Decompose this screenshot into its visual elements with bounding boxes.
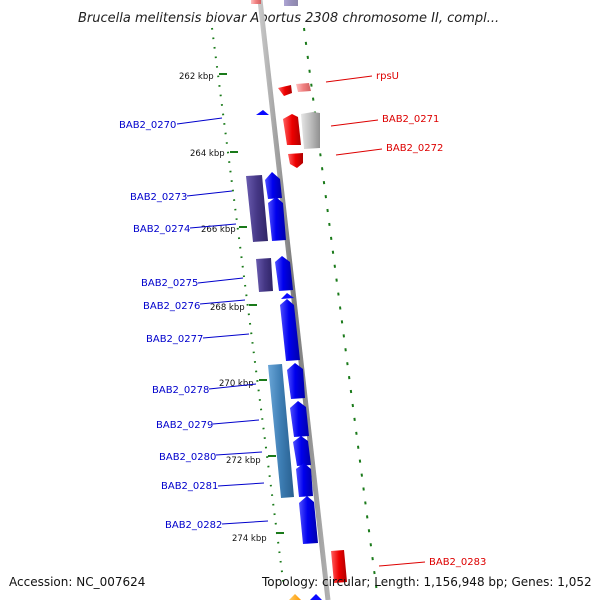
gene-BAB2_0278-arrow[interactable] [287, 363, 305, 399]
topology-summary-text: Topology: circular; Length: 1,156,948 bp… [261, 575, 592, 589]
outer-dotted-guide [303, 27, 378, 589]
gene-BAB2_0281-arrow[interactable] [296, 463, 313, 497]
gene-BAB2_0274-arrow[interactable] [268, 197, 286, 241]
reverse-gene-labels: rpsU BAB2_0271 BAB2_0272 BAB2_0283 [325, 71, 486, 568]
gene-label-BAB2_0270[interactable]: BAB2_0270 [119, 120, 176, 131]
gene-BAB2_0278-cds[interactable] [268, 364, 294, 498]
gene-BAB2_0279-arrow[interactable] [290, 401, 309, 437]
top-clipped-features [251, 0, 298, 6]
tick-label: 274 kbp [232, 534, 267, 544]
tick-label: 266 kbp [201, 225, 236, 235]
gene-label-BAB2_0275[interactable]: BAB2_0275 [141, 278, 198, 289]
gene-label-BAB2_0280[interactable]: BAB2_0280 [159, 452, 216, 463]
gene-BAB2_0277-arrow[interactable] [280, 299, 300, 361]
chromosome-backbone [257, 0, 331, 600]
tick-label: 270 kbp [219, 379, 254, 389]
gene-BAB2_0273-cds[interactable] [246, 175, 268, 242]
gene-BAB2_0272-arrow[interactable] [288, 153, 303, 168]
forward-gene-labels: BAB2_0270 BAB2_0273 BAB2_0274 BAB2_0275 … [119, 117, 269, 531]
gene-BAB2_0282-arrow[interactable] [299, 496, 318, 544]
tick-label: 264 kbp [190, 149, 225, 159]
accession-text: Accession: NC_007624 [9, 575, 145, 589]
tick-label: 262 kbp [179, 72, 214, 82]
gene-BAB2_0275-arrow[interactable] [275, 256, 293, 291]
gene-label-BAB2_0283[interactable]: BAB2_0283 [429, 557, 486, 568]
gene-label-rpsU[interactable]: rpsU [376, 71, 399, 82]
gene-BAB2_0283-arrow[interactable] [331, 550, 347, 583]
gene-label-BAB2_0281[interactable]: BAB2_0281 [161, 481, 218, 492]
tick-label: 272 kbp [226, 456, 261, 466]
gene-BAB2_0280-arrow[interactable] [293, 436, 311, 466]
gene-BAB2_0271-arrow[interactable] [283, 114, 301, 145]
gene-label-BAB2_0278[interactable]: BAB2_0278 [152, 385, 209, 396]
gene-BAB2_0273-arrow[interactable] [265, 172, 282, 199]
gene-label-BAB2_0272[interactable]: BAB2_0272 [386, 143, 443, 154]
forward-strand-genes [246, 110, 318, 544]
gene-label-BAB2_0271[interactable]: BAB2_0271 [382, 114, 439, 125]
gene-label-BAB2_0277[interactable]: BAB2_0277 [146, 334, 203, 345]
gene-label-BAB2_0273[interactable]: BAB2_0273 [130, 192, 187, 203]
gene-label-BAB2_0279[interactable]: BAB2_0279 [156, 420, 213, 431]
gene-BAB2_0270-arrow[interactable] [256, 110, 269, 115]
gene-label-BAB2_0274[interactable]: BAB2_0274 [133, 224, 190, 235]
kbp-ticks: 262 kbp 264 kbp 266 kbp 268 kbp 270 kbp … [179, 72, 284, 544]
gene-label-BAB2_0276[interactable]: BAB2_0276 [143, 301, 200, 312]
gene-BAB2_0275-cds[interactable] [256, 258, 273, 292]
bottom-clipped-features [289, 594, 322, 600]
gene-label-BAB2_0282[interactable]: BAB2_0282 [165, 520, 222, 531]
gene-rpsU-cds[interactable] [296, 83, 311, 92]
reverse-strand-genes [278, 83, 347, 583]
gene-BAB2_0276-arrow[interactable] [281, 293, 294, 299]
tick-label: 268 kbp [210, 303, 245, 313]
map-title: Brucella melitensis biovar Abortus 2308 … [78, 11, 499, 26]
gene-rpsU-arrow[interactable] [278, 85, 292, 96]
gene-BAB2_0271-cds[interactable] [301, 112, 320, 149]
inner-dotted-guide [211, 27, 285, 582]
